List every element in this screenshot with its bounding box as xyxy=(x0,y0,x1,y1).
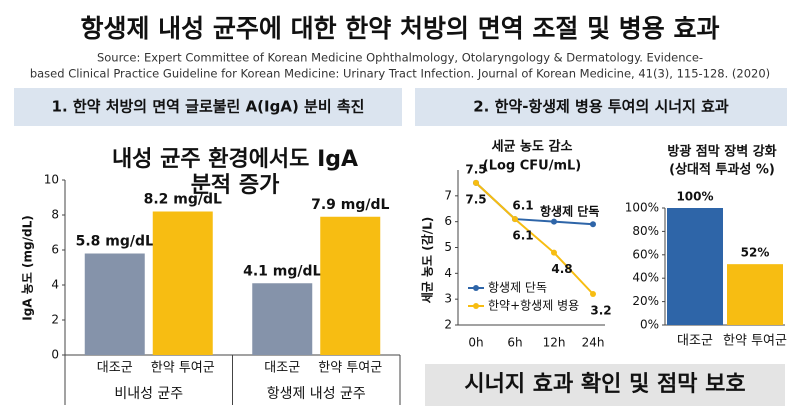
x-tick-label: 0h xyxy=(468,336,483,350)
x-tick-label: 한약 투여군 xyxy=(151,361,215,376)
y-axis-label: IgA 농도 (mg/dL) xyxy=(21,215,35,320)
bar xyxy=(84,253,145,355)
legend-swatch xyxy=(473,285,479,291)
bar xyxy=(152,211,213,355)
point xyxy=(512,216,518,223)
y-tick-label: 0% xyxy=(640,318,659,332)
value-label: 52% xyxy=(741,246,770,260)
source: Source: Expert Committee of Korean Medic… xyxy=(97,51,703,65)
value-label: 7.5 xyxy=(465,162,486,176)
value-label: 100% xyxy=(676,190,713,204)
bar xyxy=(727,264,783,325)
y-tick-label: 6 xyxy=(51,243,59,257)
y-tick-label: 20% xyxy=(632,294,659,308)
value-label: 8.2 mg/dL xyxy=(144,192,222,208)
y-tick-label: 7 xyxy=(444,188,452,202)
y-tick-label: 4 xyxy=(444,266,452,280)
x-tick-label: 대조군 xyxy=(677,334,713,349)
x-tick-label: 6h xyxy=(507,336,522,350)
value-label: 6.1 xyxy=(512,199,533,213)
page-title: 항생제 내성 균주에 대한 한약 처방의 면역 조절 및 병용 효과 xyxy=(80,14,719,43)
point xyxy=(473,179,479,186)
point xyxy=(551,249,557,256)
bar xyxy=(252,283,313,355)
section-title: 2. 한약-항생제 병용 투여의 시너지 효과 xyxy=(473,98,729,116)
y-tick-label: 40% xyxy=(632,271,659,285)
chart-title: (Log CFU/mL) xyxy=(483,159,581,174)
legend-label: 항생제 단독 xyxy=(488,281,547,295)
value-label: 5.8 mg/dL xyxy=(76,234,154,250)
x-tick-label: 24h xyxy=(582,336,605,350)
point xyxy=(551,218,557,225)
x-tick-label: 12h xyxy=(543,336,566,350)
x-tick-label: 대조군 xyxy=(97,361,133,376)
y-tick-label: 0 xyxy=(51,348,59,362)
section-box xyxy=(14,88,402,126)
value-label: 4.8 xyxy=(551,262,572,276)
y-axis-label: 세균 농도 (감/L) xyxy=(420,217,435,304)
banner: 시너지 효과 확인 및 점막 보호 xyxy=(464,372,745,397)
y-tick-label: 8 xyxy=(51,208,59,222)
section-box xyxy=(415,88,787,126)
point xyxy=(590,291,596,297)
section-title: 1. 한약 처방의 면역 글로불린 A(IgA) 분비 촉진 xyxy=(52,98,365,116)
chart-title: 분적 증가 xyxy=(191,173,280,198)
y-tick-label: 10 xyxy=(44,173,59,187)
bar xyxy=(320,216,381,355)
value-label: 6.1 xyxy=(512,229,533,243)
legend-label: 한약+항생제 병용 xyxy=(488,298,579,313)
value-label: 7.5 xyxy=(465,192,486,206)
banner-box xyxy=(425,364,785,406)
y-tick-label: 80% xyxy=(632,224,659,238)
x-tick-label: 대조군 xyxy=(264,361,300,376)
point xyxy=(590,221,596,228)
chart-title: (상대적 투과성 %) xyxy=(669,162,775,178)
chart-title: 세균 농도 감소 xyxy=(492,140,573,155)
line xyxy=(475,182,594,295)
x-tick-label: 한약 투여군 xyxy=(318,361,382,376)
value-label: 3.2 xyxy=(590,304,611,318)
group-label: 비내성 균주 xyxy=(114,386,183,402)
y-tick-label: 4 xyxy=(51,278,59,292)
legend-swatch xyxy=(473,303,479,309)
value-label: 4.1 mg/dL xyxy=(243,263,321,279)
bar xyxy=(667,208,723,325)
source: based Clinical Practice Guideline for Ko… xyxy=(30,67,770,81)
group-label: 항생제 내성 균주 xyxy=(267,386,366,402)
chart-title: 방광 점막 장벽 강화 xyxy=(667,144,776,160)
y-tick-label: 100% xyxy=(625,201,659,215)
chart-title: 내성 균주 환경에서도 IgA xyxy=(112,147,358,172)
y-tick-label: 2 xyxy=(444,318,452,332)
y-tick-label: 3 xyxy=(444,292,452,306)
y-tick-label: 5 xyxy=(444,240,452,254)
annotation: 항생제 단독 xyxy=(540,204,599,219)
y-tick-label: 6 xyxy=(444,214,452,228)
y-tick-label: 60% xyxy=(632,247,659,261)
value-label: 7.9 mg/dL xyxy=(311,197,389,213)
y-tick-label: 2 xyxy=(51,313,59,327)
x-tick-label: 한약 투여군 xyxy=(723,334,787,349)
